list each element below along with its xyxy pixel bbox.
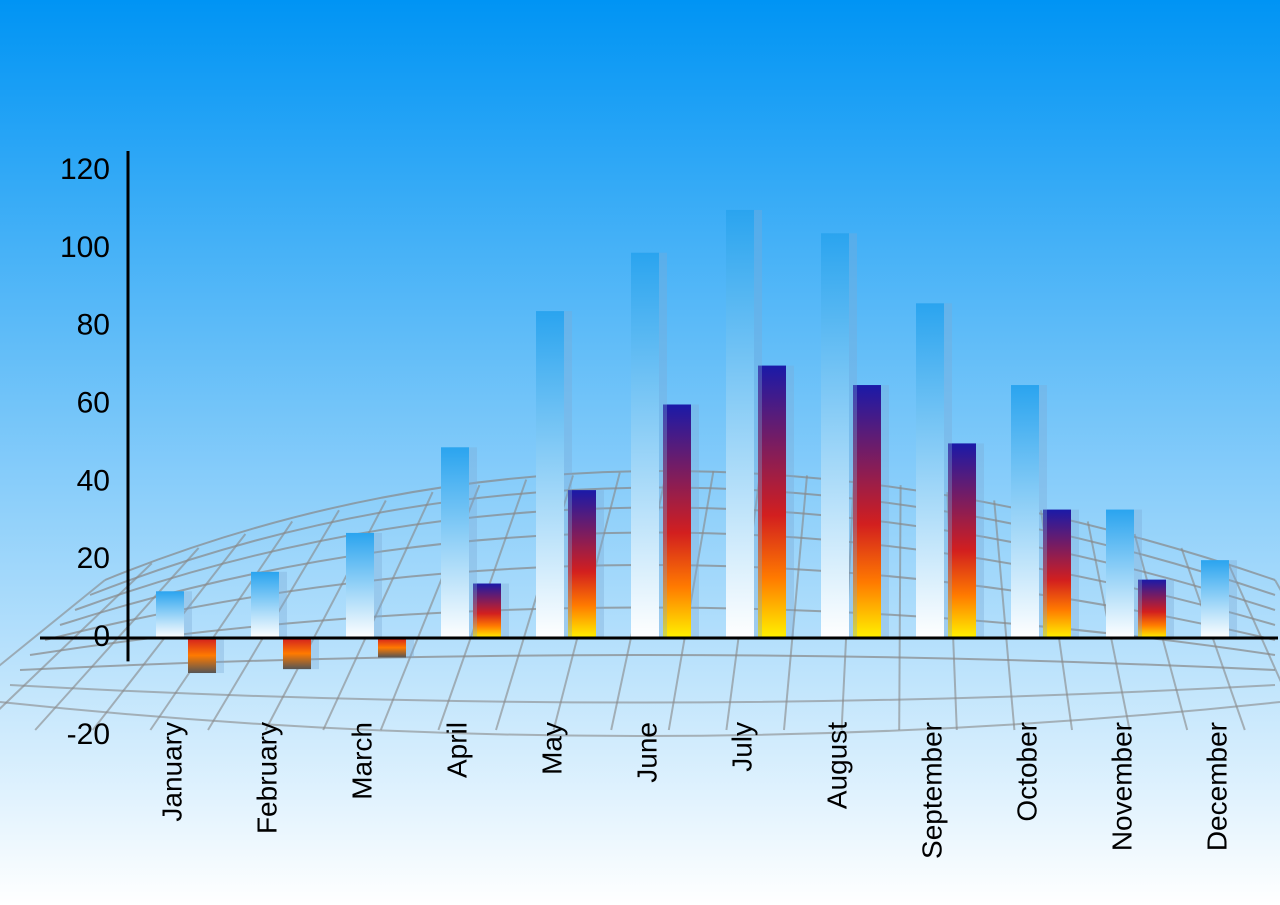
bar-series-b [568,490,596,638]
y-tick-label: 60 [77,386,110,419]
bar-series-b [188,638,216,673]
bar-series-a [536,311,564,638]
bar-series-b [473,584,501,638]
x-tick-label: July [726,722,757,772]
y-tick-label: 100 [60,231,110,264]
bar-series-b [1138,580,1166,638]
bar-series-a [1011,385,1039,638]
x-tick-label: June [631,722,662,783]
bar-series-b [283,638,311,669]
y-tick-label: 20 [77,542,110,575]
bar-series-b [853,385,881,638]
x-tick-label: May [536,722,567,775]
bar-series-a [156,591,184,638]
x-tick-label: January [156,722,187,822]
bar-series-b [1043,510,1071,638]
y-tick-label: 80 [77,309,110,342]
bar-series-a [1201,560,1229,638]
grid-ray [899,485,900,730]
x-tick-label: November [1106,722,1137,851]
x-tick-label: February [251,722,282,834]
bar-series-b [758,366,786,638]
x-tick-label: August [821,722,852,809]
x-tick-label: October [1011,722,1042,822]
bar-series-a [821,233,849,638]
bar-series-b [378,638,406,657]
bar-series-a [1106,510,1134,638]
bar-series-b [663,404,691,638]
chart-container: -20 0 20 40 60 80 100 120 January February March A… [0,0,1280,905]
bar-series-a [631,253,659,638]
bar-series-a [916,303,944,638]
bar-series-a [251,572,279,638]
y-tick-label: 0 [93,620,110,653]
x-tick-label: September [916,722,947,859]
x-tick-label: March [346,722,377,800]
x-tick-label: December [1201,722,1232,851]
bar-series-a [441,447,469,638]
bar-series-b [948,443,976,638]
x-tick-label: April [441,722,472,778]
bar-series-a [346,533,374,638]
y-tick-label: -20 [67,718,110,751]
y-tick-label: 120 [60,153,110,186]
bar-group [1201,560,1237,638]
monthly-bar-chart: -20 0 20 40 60 80 100 120 January February March A… [0,0,1280,905]
bar-series-a [726,210,754,638]
y-tick-label: 40 [77,464,110,497]
